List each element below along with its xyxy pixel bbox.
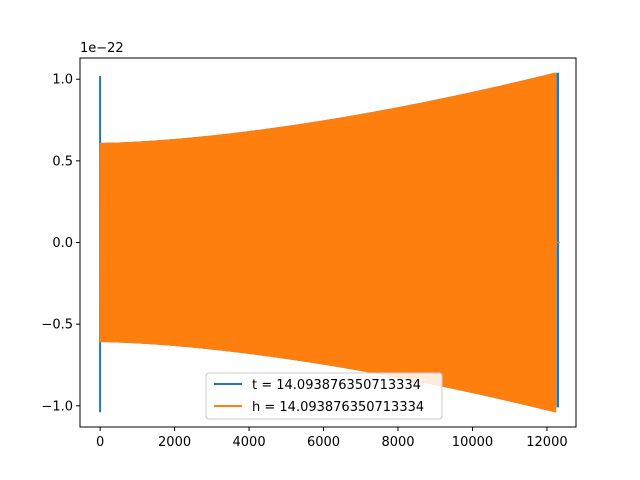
- x-tick-label: 12000: [526, 435, 567, 450]
- x-tick-label: 10000: [452, 435, 493, 450]
- y-tick-label: −1.0: [41, 399, 73, 414]
- y-offset-label: 1e−22: [80, 41, 124, 56]
- y-tick-label: −0.5: [41, 318, 73, 333]
- y-tick-label: 1.0: [52, 73, 73, 88]
- series-layer: [99, 72, 560, 413]
- legend-label-h: h = 14.093876350713334: [252, 400, 424, 415]
- y-tick-label: 0.0: [52, 236, 73, 251]
- legend: t = 14.093876350713334 h = 14.0938763507…: [205, 372, 443, 420]
- x-tick-label: 0: [96, 435, 104, 450]
- legend-label-t: t = 14.093876350713334: [252, 378, 421, 393]
- series-h-line: [99, 72, 557, 413]
- y-tick-label: 0.5: [52, 154, 73, 169]
- x-tick-label: 4000: [233, 435, 266, 450]
- y-axis: −1.0 −0.5 0.0 0.5 1.0: [41, 73, 80, 414]
- x-tick-label: 6000: [307, 435, 340, 450]
- x-tick-label: 2000: [158, 435, 191, 450]
- x-tick-label: 8000: [381, 435, 414, 450]
- x-axis: 0 2000 4000 6000 8000 10000 12000: [96, 427, 568, 450]
- legend-box: [205, 372, 443, 420]
